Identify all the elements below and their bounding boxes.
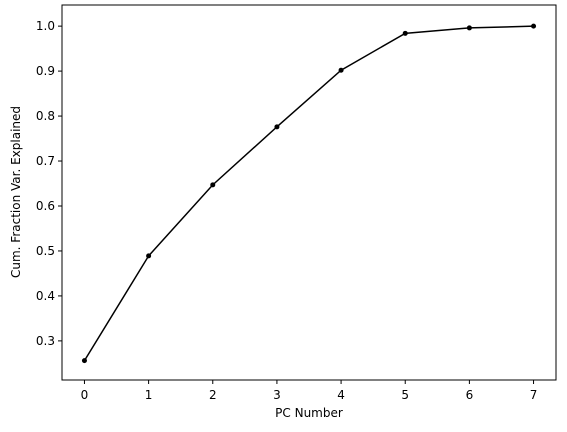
axes-frame — [61, 4, 557, 381]
x-axis-label: PC Number — [275, 406, 343, 420]
y-axis-label: Cum. Fraction Var. Explained — [9, 106, 23, 278]
y-tick-label: 0.6 — [36, 199, 55, 213]
x-tick-label: 1 — [145, 388, 153, 402]
point — [274, 124, 280, 130]
y-tick-label: 0.9 — [36, 64, 55, 78]
point — [466, 25, 472, 31]
y-tick-label: 1.0 — [36, 19, 55, 33]
x-tick-label: 0 — [81, 388, 89, 402]
y-tick-label: 0.7 — [36, 154, 55, 168]
point — [531, 23, 537, 29]
point — [402, 30, 408, 36]
x-tick-label: 5 — [401, 388, 409, 402]
y-tick-label: 0.4 — [36, 289, 55, 303]
x-tick-label: 4 — [337, 388, 345, 402]
x-tick-label: 3 — [273, 388, 281, 402]
line — [83, 25, 534, 362]
point — [338, 67, 344, 73]
point — [146, 253, 152, 259]
y-tick-label: 0.8 — [36, 109, 55, 123]
y-tick-label: 0.5 — [36, 244, 55, 258]
x-tick-label: 2 — [209, 388, 217, 402]
point — [81, 358, 87, 364]
point — [210, 182, 216, 188]
x-tick-label: 7 — [530, 388, 538, 402]
x-tick-label: 6 — [466, 388, 474, 402]
y-tick-label: 0.3 — [36, 334, 55, 348]
